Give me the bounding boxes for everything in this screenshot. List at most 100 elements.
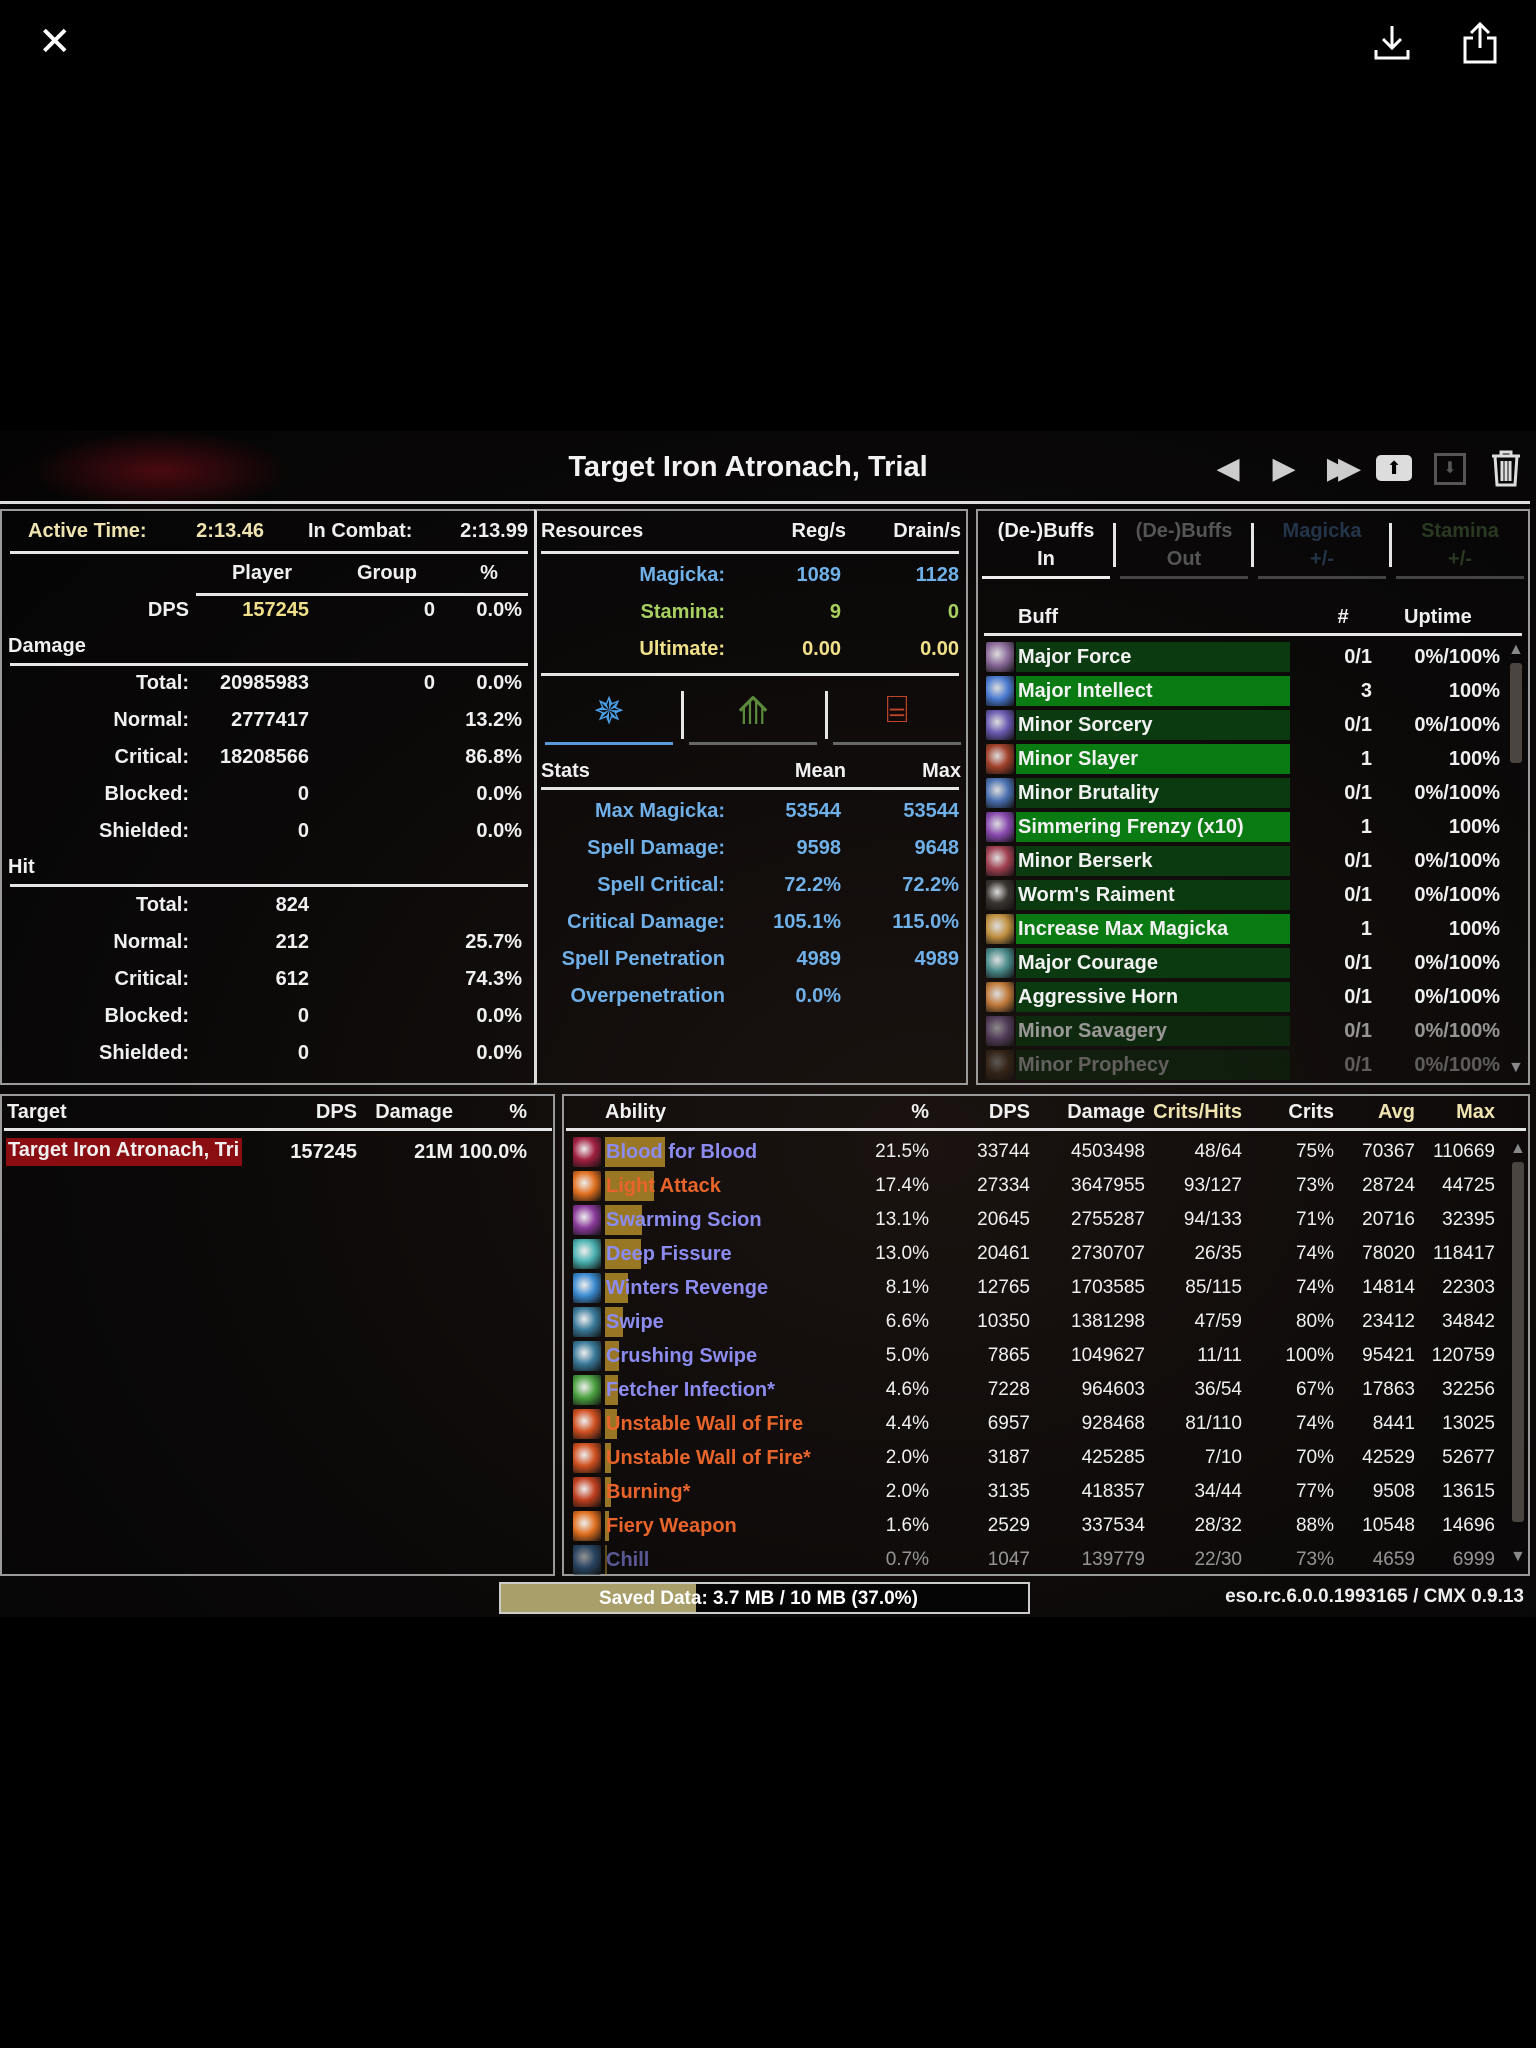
buff-uptime: 0%/100%: [1414, 646, 1500, 668]
stat-label: Spell Penetration: [561, 948, 725, 970]
pct-column-header: %: [509, 1101, 527, 1123]
ability-avg: 14814: [1362, 1277, 1415, 1298]
buff-icon: [986, 710, 1014, 740]
buff-row[interactable]: Aggressive Horn 0/1 0%/100%: [978, 981, 1508, 1013]
buff-count: 0/1: [1344, 986, 1372, 1008]
buff-row[interactable]: Minor Slayer 1 100%: [978, 743, 1508, 775]
scroll-down-icon[interactable]: ▼: [1510, 1548, 1526, 1565]
buff-row[interactable]: Minor Berserk 0/1 0%/100%: [978, 845, 1508, 877]
buff-row[interactable]: Major Courage 0/1 0%/100%: [978, 947, 1508, 979]
ability-row[interactable]: Deep Fissure 13.0% 20461 2730707 26/35 74% 780…: [564, 1238, 1514, 1270]
next-fight-icon[interactable]: ▶: [1272, 452, 1296, 485]
delete-icon[interactable]: [1486, 449, 1526, 489]
ability-row[interactable]: Chill 0.7% 1047 139779 22/30 73% 4659 6999: [564, 1544, 1514, 1576]
buff-row[interactable]: Minor Brutality 0/1 0%/100%: [978, 777, 1508, 809]
resource-drain: 1128: [915, 564, 959, 586]
scroll-down-icon[interactable]: ▼: [1508, 1059, 1524, 1076]
last-fight-icon[interactable]: ▶▶: [1326, 452, 1361, 485]
ability-pct: 4.4%: [885, 1413, 929, 1434]
buff-count: 3: [1360, 680, 1372, 702]
download-icon[interactable]: [1372, 22, 1412, 62]
damage-row-player: 0: [297, 783, 309, 805]
ability-damage: 964603: [1081, 1379, 1145, 1400]
ability-row[interactable]: Burning* 2.0% 3135 418357 34/44 77% 9508 13615: [564, 1476, 1514, 1508]
target-column-header: Target: [7, 1101, 67, 1123]
scrollbar[interactable]: [1510, 663, 1522, 763]
ability-row[interactable]: Light Attack 17.4% 27334 3647955 93/127 73% 28…: [564, 1170, 1514, 1202]
ability-row[interactable]: Fetcher Infection* 4.6% 7228 964603 36/54 67%…: [564, 1374, 1514, 1406]
ability-damage: 2730707: [1071, 1243, 1145, 1264]
damage-share-bar: [605, 1137, 666, 1167]
ability-pct: 2.0%: [885, 1481, 929, 1502]
buff-uptime: 0%/100%: [1414, 884, 1500, 906]
buff-row[interactable]: Major Force 0/1 0%/100%: [978, 641, 1508, 673]
ability-dps: 3187: [987, 1447, 1030, 1468]
buff-tab[interactable]: (De-)Buffs Out: [1120, 515, 1248, 579]
damage-column-header: Damage: [375, 1101, 453, 1123]
share-icon[interactable]: [1460, 20, 1500, 64]
stats-tab[interactable]: ⌸: [833, 683, 961, 745]
ability-crits-hits: 36/54: [1194, 1379, 1242, 1400]
buff-icon: [986, 948, 1014, 978]
buff-row[interactable]: Major Intellect 3 100%: [978, 675, 1508, 707]
scroll-up-icon[interactable]: ▲: [1510, 1140, 1526, 1157]
ability-crits: 73%: [1295, 1549, 1334, 1570]
buff-row[interactable]: Simmering Frenzy (x10) 1 100%: [978, 811, 1508, 843]
ability-row[interactable]: Unstable Wall of Fire 4.4% 6957 928468 81/11…: [564, 1408, 1514, 1440]
buff-icon: [986, 744, 1014, 774]
stat-mean: 53544: [785, 800, 841, 822]
stats-tab[interactable]: ✵: [545, 683, 673, 745]
ability-dps: 33744: [977, 1141, 1030, 1162]
ability-row[interactable]: Fiery Weapon 1.6% 2529 337534 28/32 88% 10548 1…: [564, 1510, 1514, 1542]
ability-row[interactable]: Crushing Swipe 5.0% 7865 1049627 11/11 100% 95…: [564, 1340, 1514, 1372]
buff-row[interactable]: Minor Prophecy 0/1 0%/100%: [978, 1049, 1508, 1081]
buff-count: 0/1: [1344, 850, 1372, 872]
tab-divider: [681, 691, 684, 739]
buff-row[interactable]: Minor Savagery 0/1 0%/100%: [978, 1015, 1508, 1047]
ability-crits: 70%: [1295, 1447, 1334, 1468]
buff-name: Minor Prophecy: [1016, 1050, 1290, 1080]
buff-tab[interactable]: Magicka +/-: [1258, 515, 1386, 579]
buff-tab[interactable]: (De-)Buffs In: [982, 515, 1110, 579]
column-header-pct: %: [480, 562, 498, 584]
buff-icon: [986, 914, 1014, 944]
scrollbar[interactable]: [1512, 1162, 1524, 1522]
buff-count: 0/1: [1344, 1020, 1372, 1042]
save-icon[interactable]: ⬇: [1430, 449, 1470, 489]
ability-icon: [573, 1341, 601, 1371]
ability-damage: 1049627: [1071, 1345, 1145, 1366]
tab-underline: [689, 742, 817, 745]
ability-crits-hits: 48/64: [1194, 1141, 1242, 1162]
ability-name: Light Attack: [606, 1175, 721, 1197]
buff-count: 0/1: [1344, 646, 1372, 668]
ability-damage: 4503498: [1071, 1141, 1145, 1162]
divider: [566, 1128, 1526, 1131]
tab-underline: [982, 576, 1110, 579]
ability-row[interactable]: Blood for Blood 21.5% 33744 4503498 48/64 75%…: [564, 1136, 1514, 1168]
close-icon[interactable]: ✕: [38, 20, 72, 64]
ability-row[interactable]: Unstable Wall of Fire* 2.0% 3187 425285 7/10…: [564, 1442, 1514, 1474]
buff-row[interactable]: Increase Max Magicka 1 100%: [978, 913, 1508, 945]
ability-dps: 10350: [977, 1311, 1030, 1332]
ability-damage: 425285: [1081, 1447, 1145, 1468]
previous-fight-icon[interactable]: ◀: [1216, 452, 1240, 485]
target-row[interactable]: Target Iron Atronach, Tri 157245 21M 100.0%: [2, 1136, 542, 1168]
buff-row[interactable]: Worm's Raiment 0/1 0%/100%: [978, 879, 1508, 911]
abilities-panel: Ability% DPS Damage Crits/Hits Crits Avg Max Bl…: [562, 1094, 1530, 1576]
scroll-up-icon[interactable]: ▲: [1508, 641, 1524, 658]
damage-row-pct: 86.8%: [465, 746, 522, 768]
damage-share-bar: [605, 1443, 611, 1473]
buff-tab[interactable]: Stamina +/-: [1396, 515, 1524, 579]
resource-label: Stamina:: [640, 601, 725, 623]
tab-label-line2: +/-: [1448, 548, 1472, 570]
stats-tab[interactable]: ⟰: [689, 683, 817, 745]
damage-row-group: 0: [423, 672, 435, 694]
upload-icon[interactable]: ⬆: [1374, 449, 1414, 489]
ability-row[interactable]: Swarming Scion 13.1% 20645 2755287 94/133 71%…: [564, 1204, 1514, 1236]
ability-row[interactable]: Swipe 6.6% 10350 1381298 47/59 80% 23412 34842: [564, 1306, 1514, 1338]
ability-row[interactable]: Winters Revenge 8.1% 12765 1703585 85/115 74%…: [564, 1272, 1514, 1304]
ability-crits-hits: 26/35: [1194, 1243, 1242, 1264]
ability-max: 22303: [1442, 1277, 1495, 1298]
buff-row[interactable]: Minor Sorcery 0/1 0%/100%: [978, 709, 1508, 741]
ability-max: 32395: [1442, 1209, 1495, 1230]
